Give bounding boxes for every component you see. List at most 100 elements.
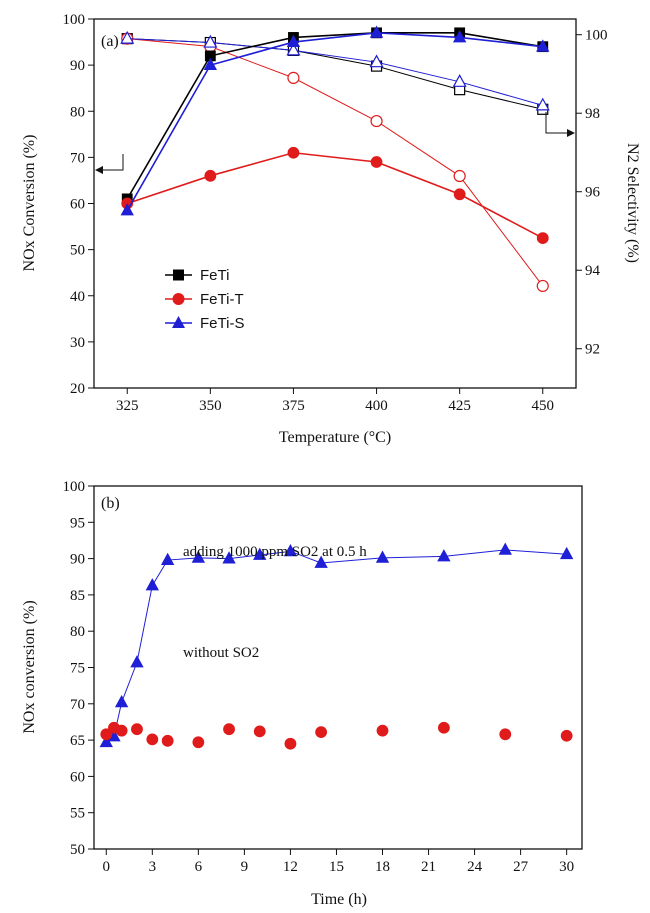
point-with-so2 — [145, 578, 159, 591]
point-without-so2 — [223, 723, 235, 736]
panel-a-right-y-axis-label: N2 Selectivity (%) — [624, 143, 641, 263]
point-feti-s-conversion — [536, 39, 550, 52]
panel-a-left-y-tick-label: 60 — [70, 197, 85, 213]
point-feti-t-conversion — [287, 146, 300, 159]
legend-label-feti-s: FeTi-S — [200, 315, 244, 332]
panel-a-x-tick-label: 425 — [448, 398, 471, 414]
legend-item-feti: FeTi — [165, 267, 229, 284]
panel-a-series — [120, 25, 550, 293]
point-feti-t-selectivity — [370, 114, 383, 128]
panel-a-left-y-tick-label: 30 — [70, 335, 85, 351]
series-without-so2 — [100, 721, 573, 750]
panel-b-y-tick-label: 100 — [63, 479, 86, 495]
panel-b-y-tick-label: 75 — [70, 661, 85, 677]
legend-item-feti-s: FeTi-S — [165, 315, 244, 332]
line-feti-s-selectivity — [127, 38, 543, 106]
panel-a-label: (a) — [101, 33, 119, 50]
panel-a-left-y-tick-label: 20 — [70, 381, 85, 397]
panel-a-left-y-tick-label: 80 — [70, 104, 85, 120]
panel-b-x-tick-label: 15 — [329, 859, 344, 875]
point-with-so2 — [253, 547, 267, 560]
panel-b-x-axis-label: Time (h) — [311, 891, 367, 908]
point-feti-s-selectivity — [286, 42, 301, 56]
panel-b-y-tick-label: 50 — [70, 842, 85, 858]
panel-a-left-y-tick-label: 40 — [70, 289, 85, 305]
point-without-so2 — [192, 736, 205, 749]
panel-a-right-y-tick-label: 92 — [585, 342, 600, 358]
line-feti-t-conversion — [126, 151, 544, 239]
line-feti-s-conversion — [126, 32, 543, 211]
legend-item-feti-t: FeTi-T — [165, 291, 244, 308]
point-feti-t-selectivity — [536, 279, 549, 293]
point-feti-s-conversion — [203, 57, 218, 71]
annotation-with-so2: adding 1000 ppm SO2 at 0.5 h — [183, 544, 367, 560]
series-feti-t-selectivity — [121, 32, 549, 293]
point-feti-s-selectivity — [452, 74, 467, 87]
panel-a-left-y-axis-label: NOx Conversion (%) — [21, 135, 38, 272]
panel-b-label: (b) — [101, 495, 120, 512]
point-with-so2 — [498, 542, 512, 555]
panel-a-right-y-tick-label: 100 — [585, 28, 608, 44]
panel-b-y-tick-label: 70 — [70, 697, 85, 713]
panel-b-x-tick-label: 9 — [241, 859, 249, 875]
legend-marker-feti — [173, 269, 184, 281]
point-feti-t-conversion — [453, 188, 466, 201]
panel-a-plot-frame — [93, 18, 577, 389]
point-with-so2 — [160, 552, 175, 565]
right-axis-arrow — [545, 112, 575, 137]
left-axis-arrow — [95, 154, 124, 174]
panel-a-x-tick-label: 325 — [116, 398, 139, 414]
point-feti-s-selectivity — [369, 54, 384, 68]
line-feti-conversion — [126, 32, 543, 200]
line-with-so2 — [105, 549, 567, 743]
point-feti-s-selectivity — [203, 34, 218, 48]
annotation-without-so2: without SO2 — [183, 645, 259, 661]
point-without-so2 — [499, 728, 512, 741]
panel-a-x-tick-label: 350 — [199, 398, 222, 414]
point-feti-t-selectivity — [287, 71, 300, 84]
panel-a-x-tick-label: 450 — [532, 398, 555, 414]
point-with-so2 — [130, 655, 144, 668]
point-without-so2 — [284, 737, 297, 750]
panel-a-left-y-tick-label: 100 — [63, 12, 86, 28]
panel-b-x-tick-label: 12 — [283, 859, 298, 875]
point-without-so2 — [437, 721, 450, 734]
panel-b-y-tick-label: 55 — [70, 806, 85, 822]
point-with-so2 — [114, 695, 129, 708]
point-feti-s-selectivity — [535, 97, 550, 111]
panel-a-left-y-tick-label: 50 — [70, 243, 85, 259]
point-feti-s-conversion — [452, 30, 467, 43]
panel-b-y-tick-label: 90 — [70, 552, 85, 568]
panel-b-x-tick-label: 24 — [467, 859, 483, 875]
point-with-so2 — [191, 550, 206, 563]
panel-a-right-y-tick-label: 94 — [585, 263, 601, 279]
panel-b-y-tick-label: 65 — [70, 733, 85, 749]
panel-a-x-axis-label: Temperature (°C) — [279, 429, 391, 446]
panel-b-y-tick-label: 85 — [70, 588, 85, 604]
panel-b-x-tick-label: 3 — [149, 859, 157, 875]
point-feti-s-conversion — [369, 25, 384, 38]
point-without-so2 — [115, 724, 128, 737]
line-feti-selectivity — [127, 38, 543, 110]
panel-b-x-tick-label: 18 — [375, 859, 390, 875]
legend-label-feti-t: FeTi-T — [200, 291, 244, 308]
point-feti-t-conversion — [536, 232, 549, 244]
panel-b-y-tick-label: 95 — [70, 515, 85, 531]
panel-b-y-tick-label: 60 — [70, 769, 85, 785]
panel-a-left-y-tick-label: 90 — [70, 58, 85, 74]
series-feti-selectivity — [121, 33, 549, 115]
panel-b-y-tick-label: 80 — [70, 624, 85, 640]
panel-b-y-axis-label: NOx conversion (%) — [21, 600, 38, 733]
series-feti-conversion — [121, 27, 549, 205]
panel-b-x-tick-label: 27 — [513, 859, 529, 875]
series-feti-s-selectivity — [120, 30, 550, 111]
panel-a-left-y-tick-label: 70 — [70, 150, 85, 166]
point-with-so2 — [437, 549, 451, 562]
panel-b-x-tick-label: 30 — [559, 859, 574, 875]
series-with-so2 — [99, 542, 574, 748]
panel-a-right-y-tick-label: 96 — [585, 185, 601, 201]
legend-marker-feti-s — [172, 316, 185, 328]
panel-a-legend: FeTi FeTi-T FeTi-S — [165, 267, 244, 332]
panel-b-x-tick-label: 0 — [103, 859, 111, 875]
